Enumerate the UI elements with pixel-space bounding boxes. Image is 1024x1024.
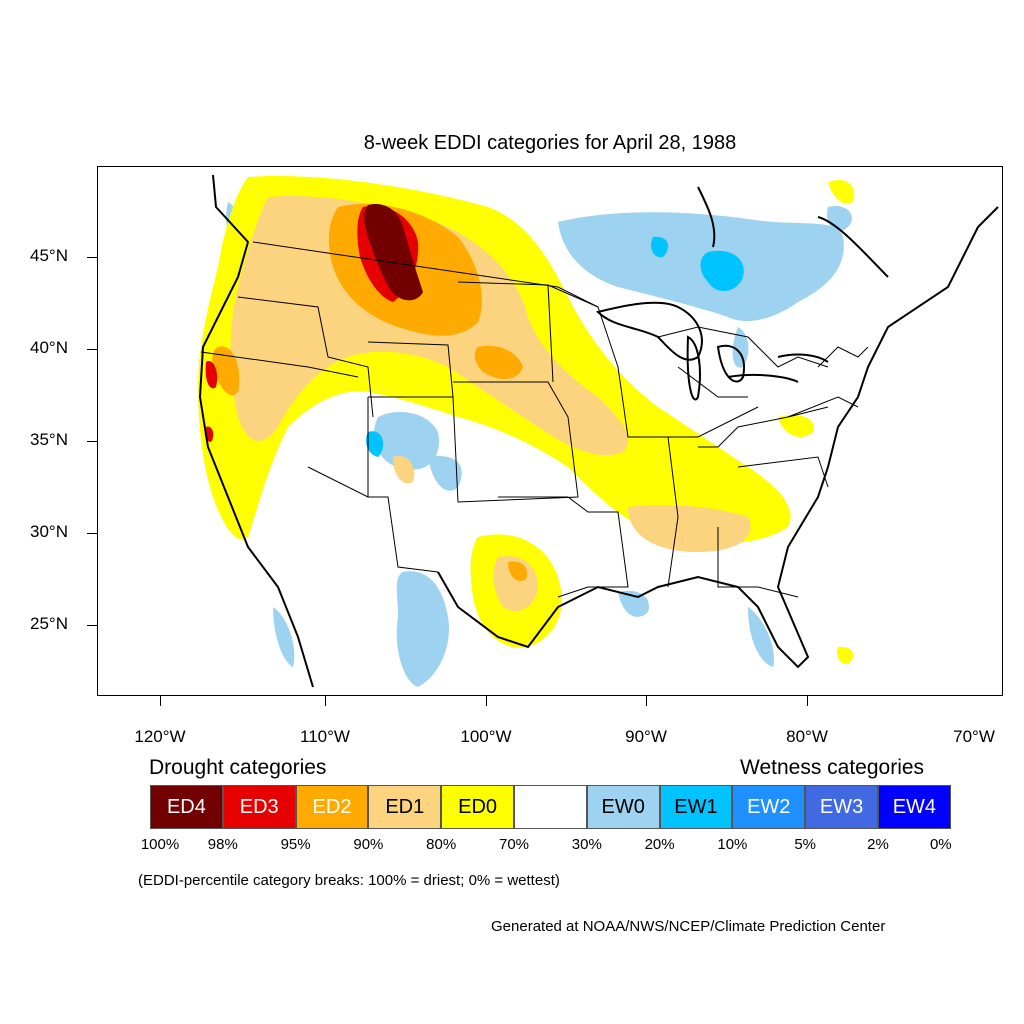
percent-break-label: 30% — [571, 836, 602, 853]
legend-ed1: ED1 — [368, 785, 442, 829]
coastline — [198, 174, 999, 688]
percent-break-label: 80% — [426, 836, 457, 853]
eddi-map — [198, 174, 999, 688]
lon-label-120: 120°W — [134, 727, 186, 746]
percent-break-label: 10% — [717, 836, 748, 853]
lon-label-110: 110°W — [300, 727, 350, 746]
lon-label-90: 90°W — [625, 727, 667, 746]
percent-break-label: 5% — [794, 836, 817, 853]
percent-break-label: 90% — [353, 836, 384, 853]
drought-ed4-areas — [364, 203, 423, 301]
lat-label-25: 25°N — [30, 614, 68, 633]
legend-ew3: EW3 — [805, 785, 878, 829]
percent-break-label: 20% — [644, 836, 675, 853]
percent-break-label: 0% — [929, 836, 952, 853]
credit-line: Generated at NOAA/NWS/NCEP/Climate Predi… — [491, 918, 886, 935]
lat-tick — [87, 257, 97, 258]
lon-label-80: 80°W — [786, 727, 828, 746]
lon-tick — [160, 696, 161, 706]
percent-break-label: 70% — [498, 836, 530, 853]
lat-label-45: 45°N — [30, 246, 68, 265]
wetness-ew1-areas — [366, 236, 744, 457]
legend-ew2: EW2 — [732, 785, 806, 829]
lat-label-40: 40°N — [30, 338, 68, 357]
lon-tick — [325, 696, 326, 706]
wetness-categories-heading: Wetness categories — [740, 756, 925, 779]
legend-ew0: EW0 — [586, 785, 660, 829]
state-borders — [200, 241, 869, 598]
legend-ed4: ED4 — [150, 785, 223, 829]
lat-tick — [87, 533, 97, 534]
legend-ew1: EW1 — [659, 785, 733, 829]
lon-label-70: 70°W — [953, 727, 995, 746]
legend-ew4: EW4 — [877, 785, 951, 829]
legend-ed0: ED0 — [441, 785, 514, 829]
lon-label-100: 100°W — [460, 727, 512, 746]
percent-break-label: 100% — [140, 836, 180, 853]
percent-break-label: 95% — [280, 836, 311, 853]
lon-tick — [486, 696, 487, 706]
map-frame — [97, 166, 1003, 696]
map-title: 8-week EDDI categories for April 28, 198… — [363, 132, 737, 154]
lon-tick — [807, 696, 808, 706]
legend-ed3: ED3 — [222, 785, 296, 829]
lat-label-30: 30°N — [30, 522, 68, 541]
category-note: (EDDI-percentile category breaks: 100% =… — [138, 872, 560, 889]
lon-tick — [646, 696, 647, 706]
category-legend: ED4 ED3 ED2 ED1 ED0 EW0 EW1 EW2 EW3 EW4 — [150, 785, 951, 829]
lat-tick — [87, 625, 97, 626]
drought-categories-heading: Drought categories — [149, 756, 327, 779]
lat-label-35: 35°N — [30, 430, 68, 449]
lat-tick — [87, 441, 97, 442]
legend-neutral — [513, 785, 587, 829]
legend-ed2: ED2 — [295, 785, 369, 829]
lat-tick — [87, 349, 97, 350]
percent-break-label: 2% — [867, 836, 889, 853]
percent-break-label: 98% — [207, 836, 238, 853]
